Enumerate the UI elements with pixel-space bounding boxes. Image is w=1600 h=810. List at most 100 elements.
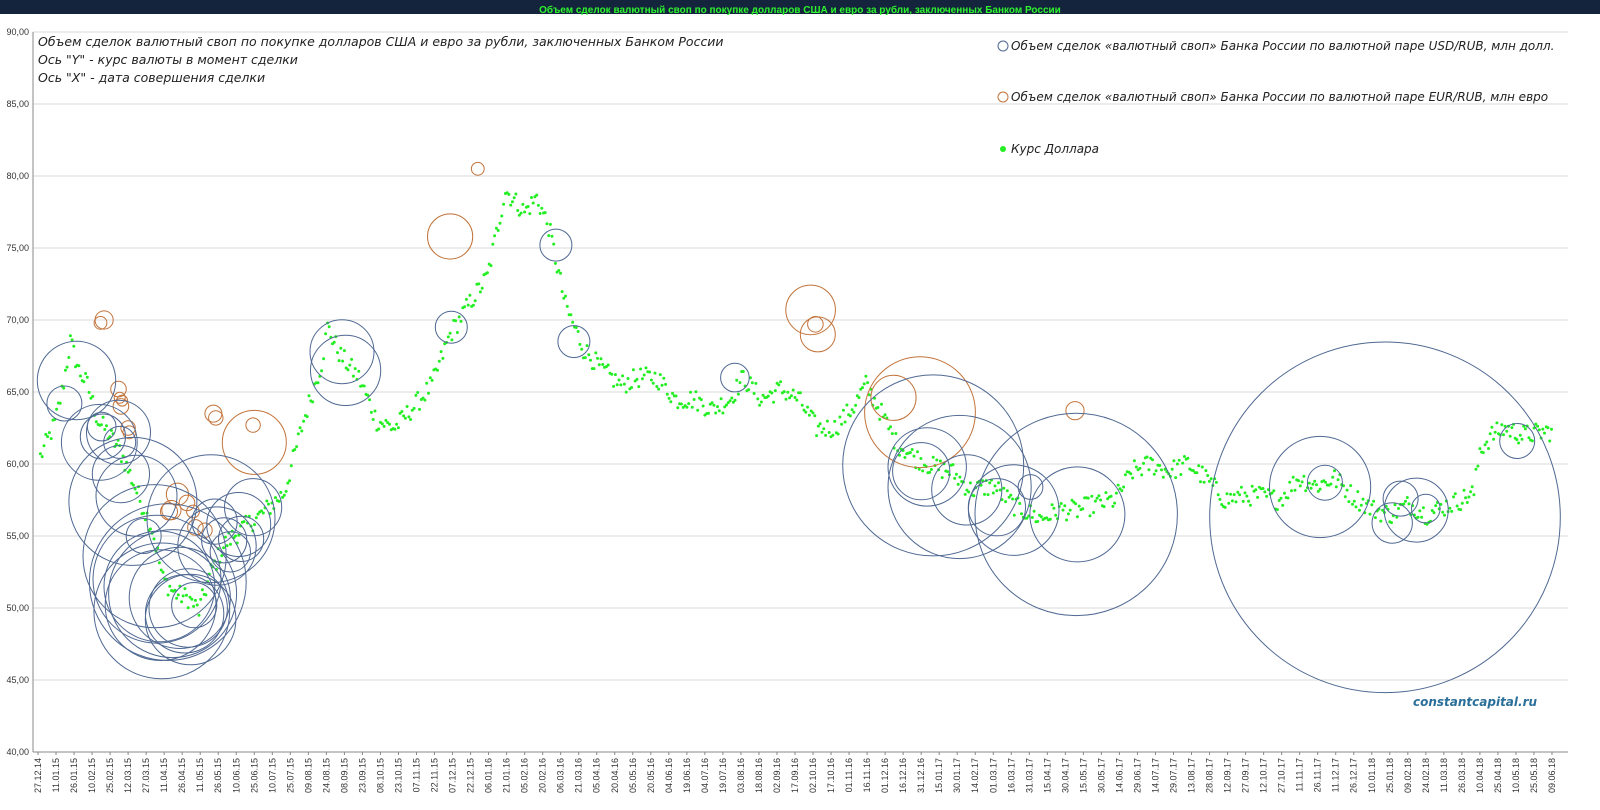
usd-rate-point xyxy=(696,408,700,412)
x-tick-label: 26.11.17 xyxy=(1313,758,1323,792)
usd-rate-point xyxy=(327,325,331,329)
usd-rate-point xyxy=(185,593,188,597)
usd-rate-point xyxy=(807,413,811,417)
usd-rate-point xyxy=(1200,465,1204,469)
usd-rate-point xyxy=(921,469,925,473)
usd-rate-point xyxy=(190,597,194,601)
usd-rate-point xyxy=(489,264,493,268)
usd-rate-point xyxy=(1234,500,1238,504)
usd-rate-point xyxy=(1502,433,1505,437)
usd-rate-point xyxy=(237,533,241,537)
usd-rate-point xyxy=(601,363,605,366)
usd-rate-point xyxy=(1492,437,1496,441)
usd-rate-point xyxy=(1548,439,1552,443)
x-tick-label: 11.01.15 xyxy=(51,758,61,792)
x-tick-label: 17.10.16 xyxy=(826,758,836,793)
usd-rate-point xyxy=(1283,491,1286,495)
usd-rate-point xyxy=(822,427,826,431)
usd-rate-point xyxy=(1343,495,1347,499)
usd-rate-point xyxy=(692,398,696,401)
usd-rate-point xyxy=(1290,489,1293,493)
usd-rate-point xyxy=(1093,499,1097,503)
usd-rate-point xyxy=(876,406,880,409)
usd-rate-point xyxy=(307,394,311,398)
usd-rate-point xyxy=(337,359,341,363)
usd-swap-bubble xyxy=(146,454,276,584)
usd-rate-point xyxy=(804,410,808,414)
annotation-y-axis: Ось "Y" - курс валюты в момент сделки xyxy=(38,52,298,67)
x-tick-label: 10.07.15 xyxy=(267,758,277,793)
usd-rate-point xyxy=(845,403,849,407)
usd-rate-point xyxy=(1550,427,1553,431)
usd-rate-point xyxy=(409,418,413,421)
usd-rate-point xyxy=(152,537,156,541)
usd-rate-point xyxy=(640,377,644,381)
usd-swap-bubble xyxy=(1029,466,1126,563)
x-tick-label: 11.11.17 xyxy=(1295,758,1305,792)
usd-rate-point xyxy=(1393,503,1397,507)
usd-rate-point xyxy=(142,511,146,515)
usd-rate-point xyxy=(407,415,411,419)
usd-swap-bubble xyxy=(144,574,225,654)
usd-rate-point xyxy=(468,293,472,297)
eur-swap-bubble xyxy=(94,310,114,330)
usd-rate-point xyxy=(188,595,192,599)
usd-rate-point xyxy=(535,193,539,197)
usd-rate-point xyxy=(1230,499,1234,503)
usd-rate-point xyxy=(1476,464,1480,468)
usd-rate-point xyxy=(357,369,361,373)
usd-rate-point xyxy=(880,402,883,406)
usd-rate-point xyxy=(1123,473,1127,477)
usd-rate-point xyxy=(798,391,802,395)
x-tick-label: 26.05.15 xyxy=(213,758,223,793)
usd-rate-point xyxy=(1265,494,1269,498)
usd-rate-point xyxy=(1448,506,1452,510)
usd-rate-point xyxy=(898,453,901,457)
usd-rate-point xyxy=(935,458,939,462)
x-tick-label: 26.03.18 xyxy=(1457,758,1467,793)
legend-eur-marker xyxy=(997,91,1009,103)
usd-rate-point xyxy=(747,388,751,392)
usd-rate-point xyxy=(1090,494,1094,498)
usd-rate-point xyxy=(610,372,614,376)
usd-rate-point xyxy=(1248,503,1252,507)
usd-rate-point xyxy=(373,409,377,413)
usd-rate-point xyxy=(714,411,718,415)
usd-rate-point xyxy=(430,378,434,382)
eur-swap-bubble xyxy=(208,410,224,426)
usd-rate-point xyxy=(1154,469,1158,473)
usd-rate-point xyxy=(1490,425,1494,429)
usd-rate-point xyxy=(1405,496,1409,499)
usd-rate-point xyxy=(1007,495,1011,499)
usd-rate-point xyxy=(1113,501,1117,505)
annotation-x-axis: Ось "X" - дата совершения сделки xyxy=(38,70,265,85)
y-tick-label: 80,00 xyxy=(6,171,29,181)
usd-rate-point xyxy=(836,432,840,436)
usd-rate-point xyxy=(1250,484,1254,488)
usd-swap-bubble xyxy=(88,503,247,661)
usd-rate-point xyxy=(580,347,584,351)
usd-rate-point xyxy=(320,369,324,373)
eur-swap-bubble xyxy=(120,420,136,436)
usd-rate-point xyxy=(279,490,283,494)
x-tick-label: 31.12.16 xyxy=(916,758,926,793)
usd-rate-point xyxy=(857,396,861,400)
x-tick-label: 22.11.15 xyxy=(430,758,440,792)
x-tick-label: 24.02.18 xyxy=(1421,758,1431,793)
usd-rate-point xyxy=(815,434,819,438)
usd-rate-point xyxy=(1134,465,1138,469)
usd-rate-point xyxy=(1225,492,1229,496)
x-tick-label: 08.09.15 xyxy=(339,758,349,793)
usd-rate-point xyxy=(1315,483,1318,487)
usd-rate-point xyxy=(293,448,297,451)
usd-rate-point xyxy=(418,407,421,411)
usd-rate-point xyxy=(84,372,88,375)
usd-rate-point xyxy=(644,366,648,370)
usd-rate-point xyxy=(1256,495,1260,499)
usd-rate-point xyxy=(1318,487,1322,491)
usd-rate-point xyxy=(1097,494,1101,498)
usd-rate-point xyxy=(752,392,756,395)
usd-rate-point xyxy=(1065,518,1069,522)
x-tick-label: 07.12.15 xyxy=(448,758,458,793)
x-tick-label: 08.10.15 xyxy=(375,758,385,793)
